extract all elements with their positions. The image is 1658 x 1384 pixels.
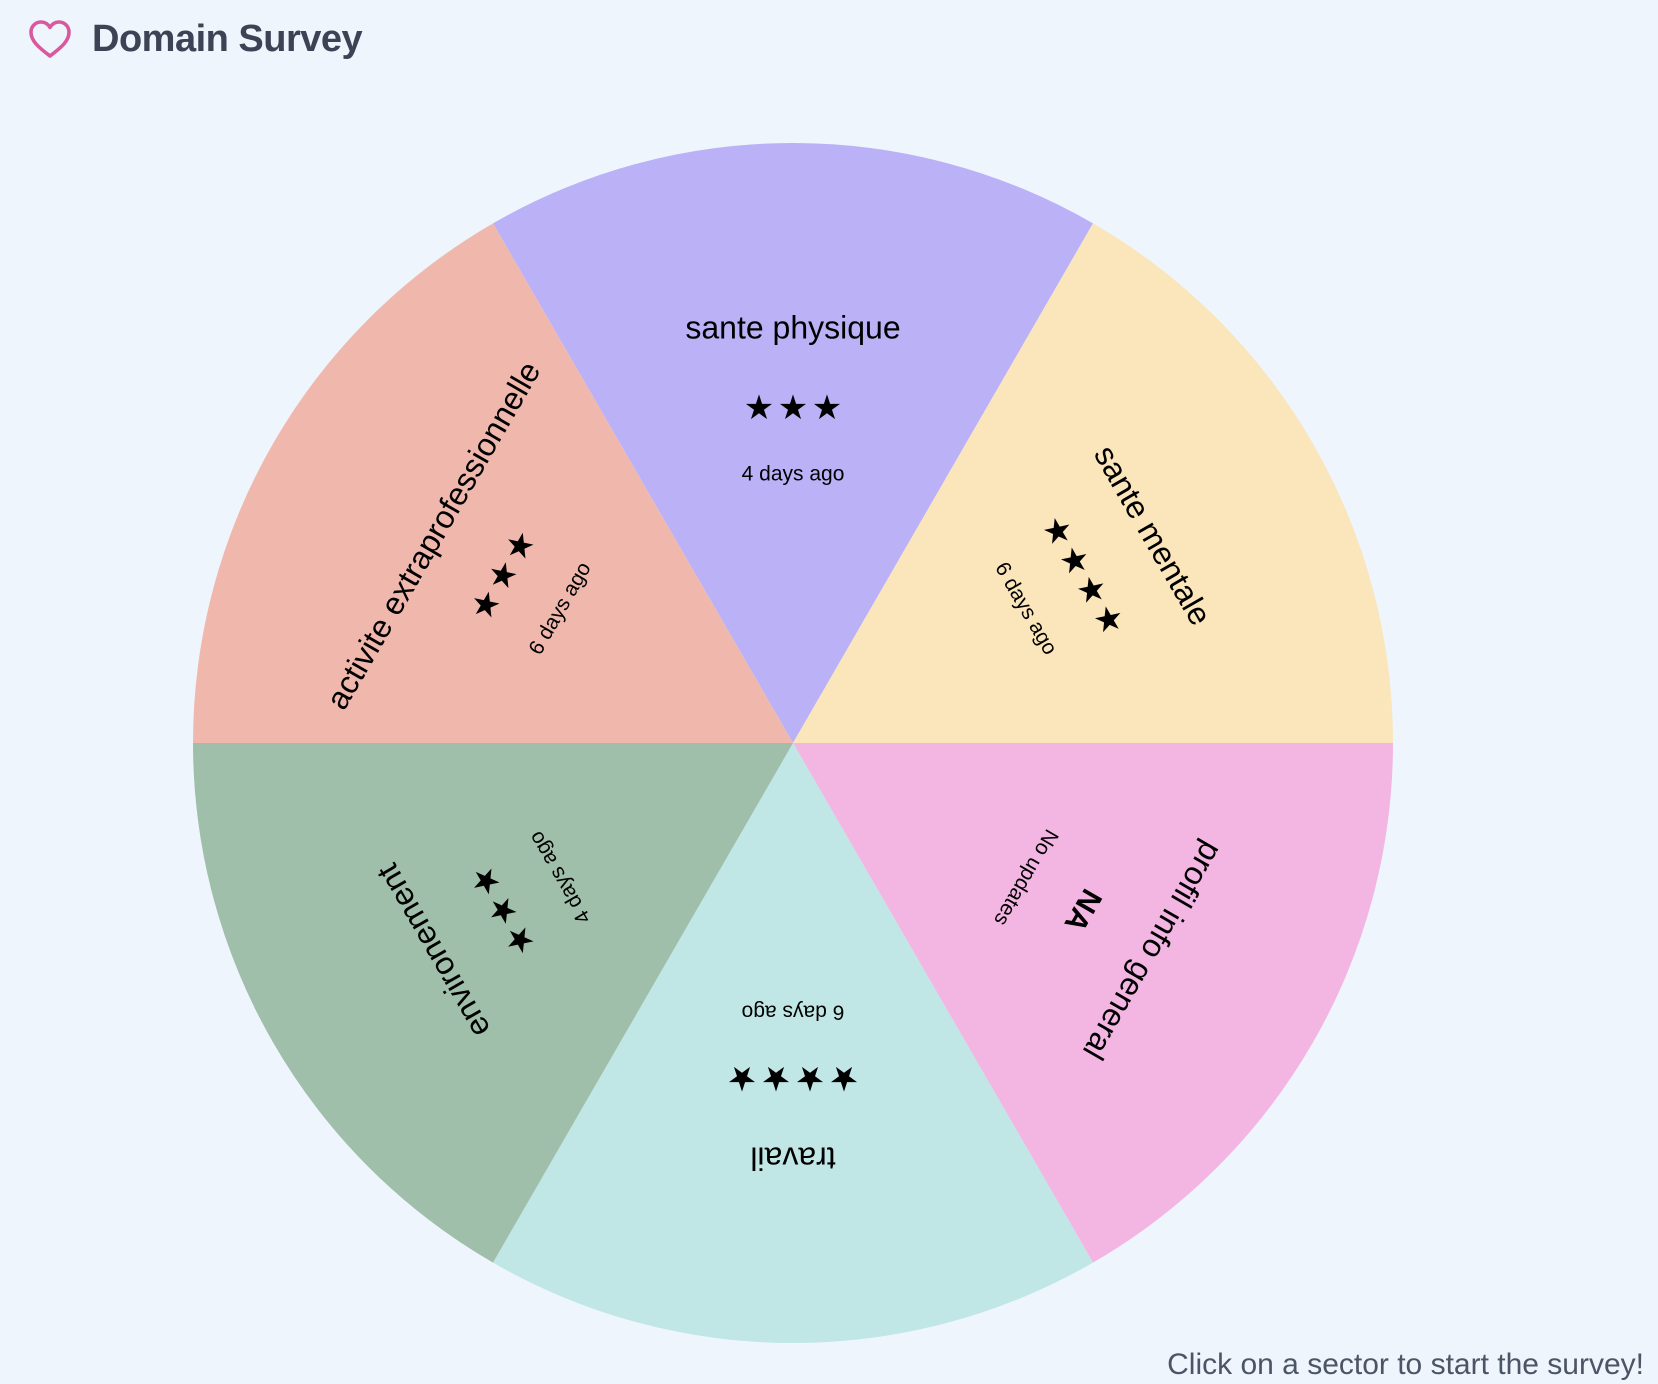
sector-shape <box>793 743 1393 1263</box>
sector-name: travail <box>750 1141 835 1177</box>
sector-sante-mentale[interactable]: sante mentale★★★★6 days ago <box>793 223 1393 743</box>
rating-stars: ★★★ <box>744 389 842 427</box>
sector-shape <box>793 223 1393 743</box>
star-icon: ★ <box>829 1059 859 1097</box>
sector-shape <box>193 743 793 1263</box>
sector-name: sante physique <box>685 309 900 345</box>
page-title: Domain Survey <box>92 17 363 60</box>
footer-hint: Click on a sector to start the survey! <box>1167 1348 1644 1381</box>
sector-shape <box>193 223 793 743</box>
sector-shape <box>493 142 1093 743</box>
sector-label-group: sante physique★ ★ ★4 days ago <box>685 309 900 485</box>
rating-stars: ★★★★ <box>727 1059 859 1097</box>
sector-shape <box>493 743 1093 1343</box>
sector-activite-extraprofessionnelle[interactable]: activite extraprofessionnelle★★★6 days a… <box>193 223 793 785</box>
app-header: Domain Survey <box>26 14 363 64</box>
star-icon: ★ <box>727 1059 757 1097</box>
star-icon: ★ <box>795 1059 825 1097</box>
sector-environement[interactable]: environement★★★ 4 days ago <box>193 743 793 1263</box>
sector-sante-physique[interactable]: sante physique★ ★ ★4 days ago <box>493 142 1093 743</box>
star-icon: ★ <box>761 1059 791 1097</box>
star-icon: ★ <box>744 389 774 427</box>
last-updated: 6 days ago <box>742 1000 845 1023</box>
star-icon: ★ <box>778 389 808 427</box>
sector-label-group: travail★★★★6 days ago <box>727 1000 859 1176</box>
sector-travail[interactable]: travail★★★★6 days ago <box>493 743 1093 1343</box>
last-updated: 4 days ago <box>742 463 845 486</box>
star-icon: ★ <box>812 389 842 427</box>
heart-icon <box>29 20 71 58</box>
